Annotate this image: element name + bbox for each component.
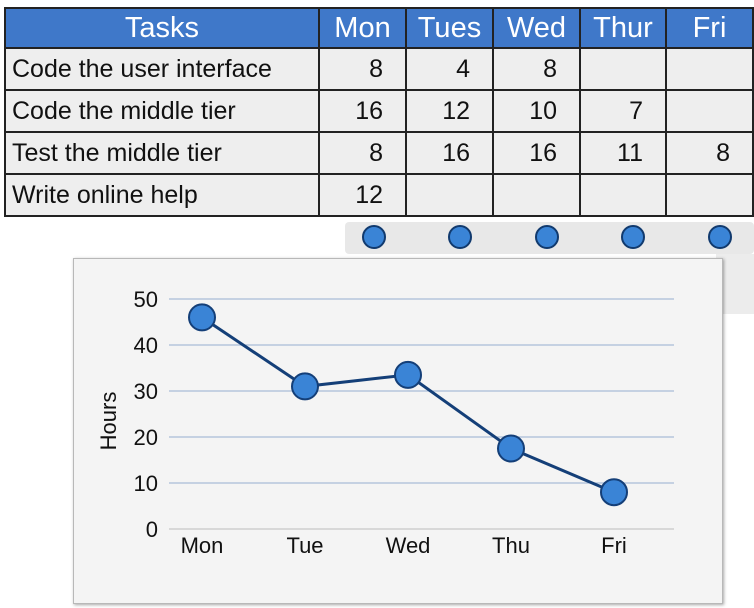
hours-cell: 8	[318, 131, 407, 175]
table-row: Code the middle tier 16 12 10 7	[4, 89, 754, 133]
chart-panel: 0 10 20 30 40 50 Mon Tue Wed Thu Fri Hours	[73, 258, 723, 604]
data-point-mon	[188, 303, 216, 332]
hours-cell: 12	[318, 173, 407, 217]
data-point-wed	[394, 360, 422, 389]
header-tasks: Tasks	[4, 7, 320, 49]
hours-cell: 10	[492, 89, 581, 133]
table-row: Code the user interface 8 4 8	[4, 47, 754, 91]
x-tick-label: Thu	[492, 533, 530, 558]
data-point-tue	[291, 372, 319, 401]
x-tick-label: Fri	[601, 533, 627, 558]
data-point-thu	[497, 434, 525, 463]
hours-line-chart: 0 10 20 30 40 50 Mon Tue Wed Thu Fri Hours	[96, 287, 674, 558]
y-tick-label: 20	[134, 425, 158, 450]
hours-cell	[579, 47, 667, 91]
x-tick-label: Mon	[181, 533, 224, 558]
y-axis-title: Hours	[96, 392, 121, 451]
gridlines	[169, 298, 674, 530]
tasks-table: Tasks Mon Tues Wed Thur Fri Code the use…	[4, 7, 754, 217]
hours-cell: 16	[318, 89, 407, 133]
y-tick-label: 10	[134, 471, 158, 496]
y-axis-ticks: 0 10 20 30 40 50	[134, 287, 158, 542]
hours-cell: 12	[405, 89, 494, 133]
hours-cell	[492, 173, 581, 217]
hours-cell: 8	[665, 131, 754, 175]
header-tues: Tues	[405, 7, 494, 49]
hours-cell	[665, 47, 754, 91]
task-name: Code the middle tier	[4, 89, 320, 133]
task-name: Write online help	[4, 173, 320, 217]
x-axis-ticks: Mon Tue Wed Thu Fri	[181, 533, 627, 558]
x-tick-label: Tue	[286, 533, 323, 558]
y-tick-label: 0	[146, 517, 158, 542]
hours-cell: 8	[492, 47, 581, 91]
hours-cell: 8	[318, 47, 407, 91]
header-thur: Thur	[579, 7, 667, 49]
header-mon: Mon	[318, 7, 407, 49]
hours-cell: 11	[579, 131, 667, 175]
hours-cell	[665, 173, 754, 217]
background-shape	[345, 222, 754, 254]
hours-cell: 16	[405, 131, 494, 175]
data-point-fri	[600, 478, 628, 507]
table-row: Write online help 12	[4, 173, 754, 217]
hours-cell: 16	[492, 131, 581, 175]
y-tick-label: 50	[134, 287, 158, 312]
task-name: Code the user interface	[4, 47, 320, 91]
hours-cell: 7	[579, 89, 667, 133]
y-tick-label: 40	[134, 333, 158, 358]
hours-cell: 4	[405, 47, 494, 91]
header-fri: Fri	[665, 7, 754, 49]
x-tick-label: Wed	[386, 533, 431, 558]
hours-cell	[405, 173, 494, 217]
header-wed: Wed	[492, 7, 581, 49]
series-hours	[188, 303, 628, 507]
task-name: Test the middle tier	[4, 131, 320, 175]
series-line	[201, 316, 615, 494]
hours-cell	[665, 89, 754, 133]
table-header-row: Tasks Mon Tues Wed Thur Fri	[4, 7, 754, 49]
table-row: Test the middle tier 8 16 16 11 8	[4, 131, 754, 175]
hours-cell	[579, 173, 667, 217]
y-tick-label: 30	[134, 379, 158, 404]
